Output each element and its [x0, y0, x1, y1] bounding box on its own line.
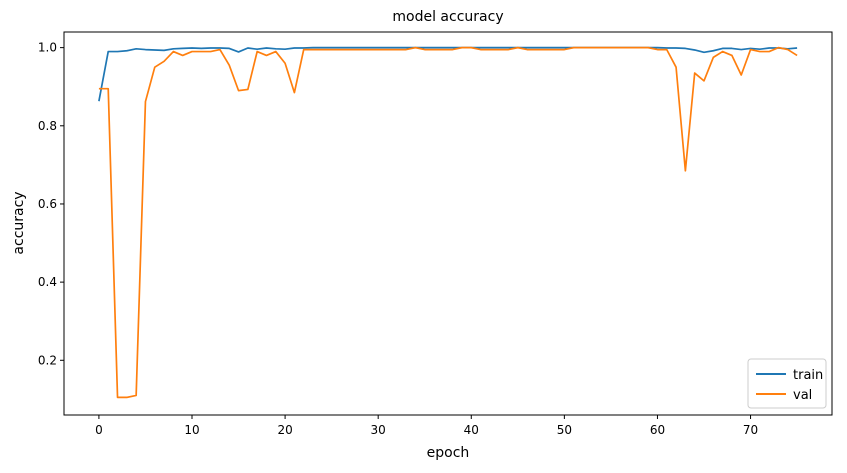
- legend-train-label: train: [793, 368, 823, 383]
- series-line-train: [98, 46, 798, 102]
- x-tick-label: 0: [95, 423, 103, 437]
- axis-ticks: 0 10 20 30 40 50 60 70 0.2 0.4 0.6 0.8 1.0: [38, 41, 758, 437]
- x-tick-label: 60: [650, 423, 665, 437]
- x-tick-label: 20: [277, 423, 292, 437]
- chart-title: model accuracy: [392, 9, 503, 25]
- y-tick-label: 1.0: [38, 41, 57, 55]
- y-axis-label: accuracy: [11, 191, 27, 254]
- x-tick-label: 30: [371, 423, 386, 437]
- plot-frame: [63, 31, 833, 416]
- y-tick-label: 0.4: [38, 275, 57, 289]
- y-tick-label: 0.2: [38, 353, 57, 367]
- x-tick-label: 50: [557, 423, 572, 437]
- y-tick-label: 0.8: [38, 119, 57, 133]
- x-tick-label: 40: [464, 423, 479, 437]
- series-lines: [98, 46, 798, 399]
- legend: train val: [747, 358, 827, 409]
- y-tick-label: 0.6: [38, 197, 57, 211]
- x-axis-label: epoch: [427, 445, 470, 461]
- legend-val-label: val: [793, 388, 812, 403]
- x-tick-label: 10: [184, 423, 199, 437]
- legend-box: [747, 358, 827, 409]
- x-tick-label: 70: [743, 423, 758, 437]
- series-line-val: [98, 46, 798, 399]
